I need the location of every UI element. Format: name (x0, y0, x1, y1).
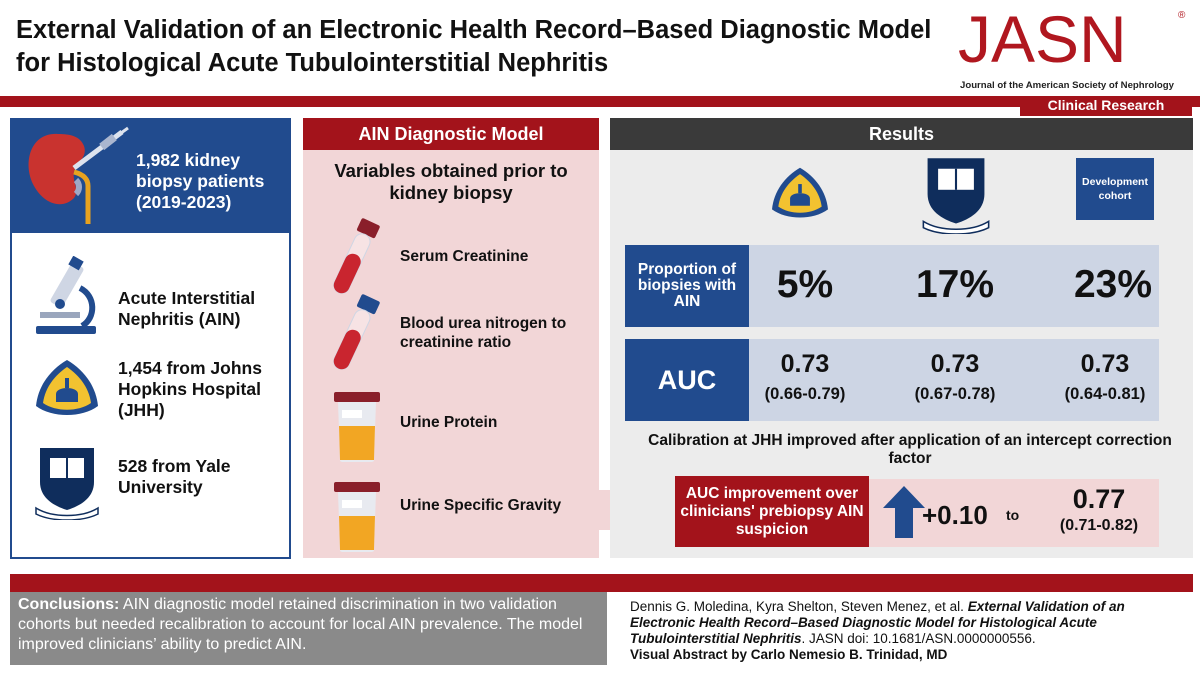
yale-shield-icon (35, 448, 99, 520)
microscope-icon (36, 256, 96, 334)
jhh-label: 1,454 from Johns Hopkins Hospital (JHH) (118, 358, 262, 420)
auc-jhh: 0.73 (780, 350, 830, 378)
patients-count: 1,982 kidney biopsy patients (2019-2023) (136, 150, 265, 212)
urine-cup-icon (334, 392, 380, 462)
results-header: Results (610, 118, 1193, 150)
citation: Dennis G. Moledina, Kyra Shelton, Steven… (630, 599, 1190, 647)
auc-ci-development: (0.64-0.81) (1064, 385, 1146, 403)
header-divider (0, 96, 1200, 107)
calibration-note: Calibration at JHH improved after applic… (648, 432, 1172, 467)
conclusions-text: AIN diagnostic model retained discrimina… (18, 596, 583, 653)
citation-doi: . JASN doi: 10.1681/ASN.0000000556. (801, 631, 1036, 646)
registered-mark: ® (1178, 10, 1186, 21)
variable-serum-creatinine: Serum Creatinine (400, 248, 529, 265)
variable-urine-protein: Urine Protein (400, 414, 498, 431)
section-tag: Clinical Research (1020, 96, 1192, 116)
auc-development: 0.73 (1080, 350, 1130, 378)
proportion-label: Proportion of biopsies with AIN (625, 245, 749, 327)
blood-tube-icon (333, 218, 380, 294)
yale-shield-icon (922, 158, 990, 234)
improvement-to: to (1006, 507, 1020, 523)
model-subtitle: Variables obtained prior to kidney biops… (334, 160, 568, 203)
improvement-value: +0.10 (922, 500, 988, 530)
variable-bun-ratio: Blood urea nitrogen to creatinine ratio (400, 315, 567, 351)
footer-divider (10, 574, 1193, 592)
variable-urine-specific-gravity: Urine Specific Gravity (400, 497, 562, 514)
urine-cup-icon (334, 482, 380, 552)
citation-authors: Dennis G. Moledina, Kyra Shelton, Steven… (630, 599, 968, 614)
jasn-logo-word: JASN (958, 2, 1127, 76)
improvement-result: 0.77 (1072, 484, 1126, 514)
proportion-jhh: 5% (776, 263, 834, 306)
conclusions-box: Conclusions: AIN diagnostic model retain… (10, 592, 607, 665)
auc-ci-yale: (0.67-0.78) (914, 385, 996, 403)
yale-label: 528 from Yale University (118, 456, 231, 497)
citation-title: External Validation of an Electronic Hea… (630, 599, 1125, 646)
conclusions-label: Conclusions: (18, 596, 120, 613)
auc-ci-jhh: (0.66-0.79) (764, 385, 846, 403)
improvement-ci: (0.71-0.82) (1059, 517, 1139, 534)
proportion-yale: 17% (915, 263, 995, 306)
johns-hopkins-shield-icon (36, 360, 98, 415)
improvement-label: AUC improvement over clinicians' prebiop… (675, 476, 869, 547)
blood-tube-icon (333, 294, 380, 370)
arrow-up-icon (883, 486, 925, 538)
journal-logo: JASN ® Journal of the American Society o… (958, 2, 1194, 96)
ain-label: Acute Interstitial Nephritis (AIN) (118, 288, 256, 329)
development-cohort-badge: Development cohort (1076, 158, 1154, 220)
proportion-development: 23% (1073, 263, 1153, 306)
journal-name: Journal of the American Society of Nephr… (960, 80, 1174, 91)
kidney-biopsy-icon (28, 126, 129, 224)
page-title: External Validation of an Electronic Hea… (16, 16, 932, 77)
johns-hopkins-shield-icon (772, 167, 828, 218)
auc-label: AUC (625, 339, 749, 421)
model-header: AIN Diagnostic Model (303, 118, 599, 150)
auc-yale: 0.73 (930, 350, 980, 378)
visual-abstract-credit: Visual Abstract by Carlo Nemesio B. Trin… (630, 647, 948, 662)
